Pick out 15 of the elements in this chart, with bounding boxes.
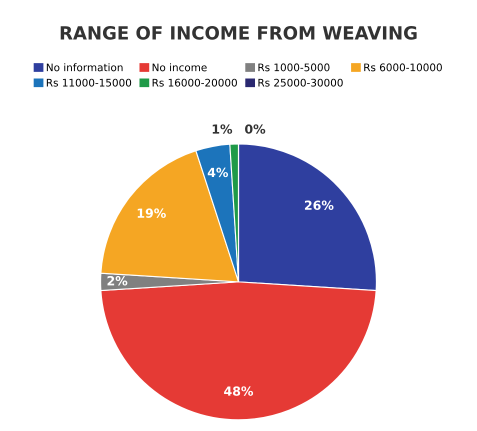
data-label: 19% (138, 208, 166, 218)
legend-label: Rs 1000-5000 (258, 63, 330, 72)
legend-label: No information (46, 63, 123, 72)
chart-title: RANGE OF INCOME FROM WEAVING (60, 26, 417, 40)
data-label: 26% (304, 200, 334, 210)
legend-label: Rs 16000-20000 (152, 78, 237, 87)
data-label: 1% (212, 124, 232, 134)
text: 0% (245, 124, 266, 134)
data-label: 2% (108, 276, 128, 286)
data-label: 4% (208, 168, 228, 178)
legend-label: Rs 6000-10000 (364, 63, 442, 72)
legend-label: Rs 11000-15000 (46, 78, 132, 87)
data-label: 48% (224, 386, 254, 396)
legend-label: Rs 25000-30000 (258, 78, 343, 87)
legend-label: No income (152, 63, 207, 72)
